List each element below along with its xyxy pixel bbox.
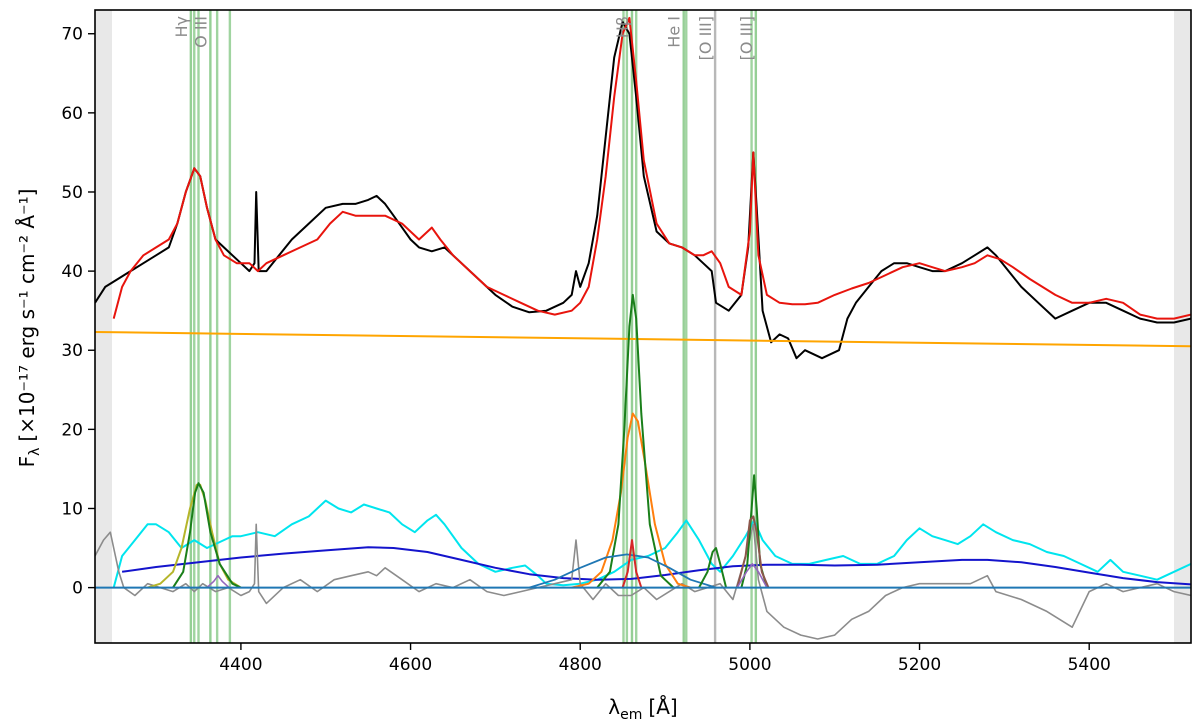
series--o-iii-4959 <box>698 547 728 589</box>
series-fe-ii-template <box>112 499 1191 588</box>
x-axis-symbol: λ <box>608 695 620 719</box>
series-h-narrow <box>172 482 242 589</box>
series-h-broad <box>571 412 691 589</box>
axis-ticks: 4400 4600 4800 5000 5200 5400 0 10 20 30 40 50 60 70 <box>61 25 1110 675</box>
marker-label-1: O III <box>191 16 210 48</box>
x-tick-label: 5400 <box>1068 655 1111 675</box>
x-axis-subscript: em <box>620 707 642 723</box>
series-h-very-broad <box>529 553 717 589</box>
x-axis-label: λem [Å] <box>608 695 677 723</box>
emission-line-markers <box>189 10 758 643</box>
x-tick-label: 4600 <box>389 655 432 675</box>
plot-background <box>95 10 1191 643</box>
marker-label-5: [O III] <box>737 16 756 60</box>
y-tick-label: 10 <box>61 499 83 519</box>
y-axis-label: Fλ [×10⁻¹⁷ erg s⁻¹ cm⁻² Å⁻¹] <box>15 189 43 468</box>
x-tick-label: 5200 <box>898 655 941 675</box>
y-tick-label: 30 <box>61 341 83 361</box>
masked-region-1 <box>1174 10 1191 643</box>
y-tick-label: 20 <box>61 420 83 440</box>
series--o-iii-minor <box>736 563 768 589</box>
y-tick-label: 70 <box>61 25 83 45</box>
y-axis-subscript: λ <box>27 448 43 456</box>
spectrum-series <box>95 16 1191 640</box>
series-continuum <box>95 331 1191 348</box>
plot-frame <box>94 9 1192 644</box>
series--o-iii-core <box>736 515 770 588</box>
marker-labels: Hγ O III Hβ He I [O III] [O III] <box>172 16 756 60</box>
x-tick-label: 4400 <box>219 655 262 675</box>
series-power-law-broad <box>121 546 1191 586</box>
marker-label-3: He I <box>665 16 684 48</box>
x-tick-label: 5000 <box>728 655 771 675</box>
series-residual <box>95 523 1191 640</box>
y-tick-label: 50 <box>61 183 83 203</box>
marker-label-4: [O III] <box>696 16 715 60</box>
x-tick-label: 4800 <box>559 655 602 675</box>
masked-region-0 <box>95 10 112 643</box>
series-h-minor <box>206 574 230 589</box>
y-tick-label: 60 <box>61 104 83 124</box>
marker-label-0: Hγ <box>172 16 191 38</box>
marker-label-2: Hβ <box>613 16 632 38</box>
series-h-narrow-core <box>621 539 643 588</box>
y-axis-symbol: F <box>15 456 39 468</box>
y-tick-label: 0 <box>72 579 83 599</box>
masked-regions <box>95 10 1191 643</box>
series-h-narrow <box>596 293 675 589</box>
series-total-model <box>112 16 1191 320</box>
y-tick-label: 40 <box>61 262 83 282</box>
x-axis-unit: [Å] <box>648 695 677 719</box>
y-axis-unit: [×10⁻¹⁷ erg s⁻¹ cm⁻² Å⁻¹] <box>15 189 39 442</box>
